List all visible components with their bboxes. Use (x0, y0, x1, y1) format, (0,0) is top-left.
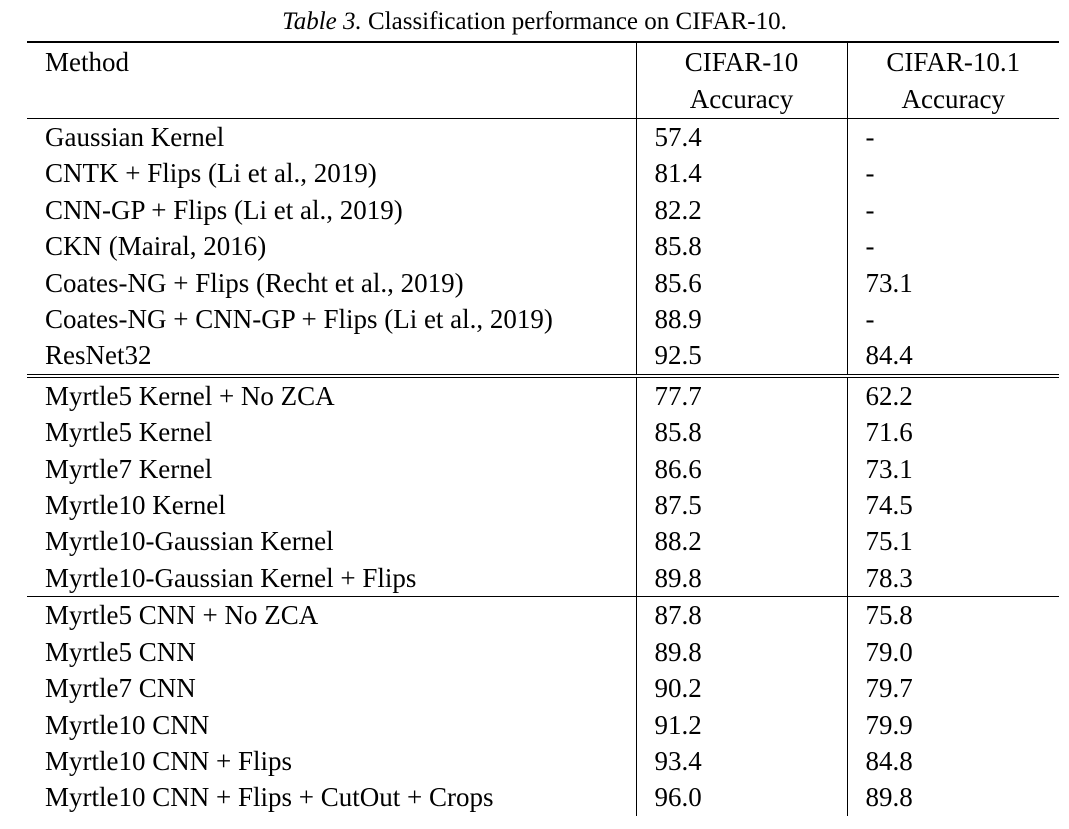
cell-cifar10-accuracy: 88.9 (635, 301, 847, 338)
table-row: Myrtle7 Kernel 86.6 73.1 (27, 450, 1059, 488)
table-row: CNTK + Flips (Li et al., 2019) 81.4- (27, 155, 1059, 192)
cell-cifar101-accuracy: - (846, 228, 1059, 265)
cell-cifar10-accuracy: 92.5 (635, 337, 847, 378)
table-row: Myrtle5 Kernel 85.8 71.6 (27, 414, 1059, 451)
table-row: Myrtle10-Gaussian Kernel + Flips 89.8 78.3 (27, 559, 1059, 598)
table-row: CNN-GP + Flips (Li et al., 2019) 82.2- (27, 191, 1059, 229)
table-row: Myrtle10 Kernel 87.5 74.5 (27, 487, 1059, 524)
cell-method: Myrtle5 CNN (45, 636, 196, 667)
cell-cifar10-accuracy: 85.8 (635, 228, 847, 265)
cell-cifar10-accuracy: 87.8 (635, 596, 847, 634)
table-row: Myrtle7 CNN 90.2 79.7 (27, 670, 1059, 707)
cell-cifar101-accuracy: - (846, 118, 1059, 156)
cell-cifar101-accuracy: 62.2 (846, 375, 1059, 415)
cell-cifar101-accuracy: 79.0 (846, 633, 1059, 671)
cell-method: Myrtle10 CNN + Flips + CutOut + Crops (45, 782, 494, 813)
results-table-container: Method CIFAR-10 CIFAR-10.1 Accuracy Accu… (27, 41, 1059, 816)
header-cifar10-line2: Accuracy (635, 81, 847, 119)
cell-cifar101-accuracy: 74.5 (846, 487, 1059, 524)
cell-cifar10-accuracy: 89.8 (635, 559, 847, 598)
table-row: Myrtle5 Kernel + No ZCA 77.7 62.2 (27, 375, 1059, 415)
cell-method: Myrtle5 Kernel (45, 417, 213, 448)
cell-cifar10-accuracy: 91.2 (635, 706, 847, 743)
cell-method: Gaussian Kernel (45, 122, 225, 152)
cell-cifar101-accuracy: 73.1 (846, 264, 1059, 302)
cell-cifar101-accuracy: 78.3 (846, 559, 1059, 598)
cell-cifar101-accuracy: 75.1 (846, 523, 1059, 560)
cell-cifar101-accuracy: 75.8 (846, 596, 1059, 634)
cell-cifar10-accuracy: 87.5 (635, 487, 847, 524)
cell-method: Myrtle10-Gaussian Kernel + Flips (27, 559, 636, 598)
table-row: Myrtle5 CNN 89.8 79.0 (27, 633, 1059, 671)
table-group-baselines: Gaussian Kernel 57.4- CNTK + Flips (Li et … (27, 118, 1059, 378)
table-row: Myrtle10-Gaussian Kernel 88.2 75.1 (27, 523, 1059, 560)
header-cifar10-line1: CIFAR-10 (635, 41, 847, 81)
cell-method: CKN (Mairal, 2016) (45, 231, 267, 262)
cell-cifar10-accuracy: 81.4 (635, 155, 847, 192)
cell-cifar101-accuracy: 71.6 (846, 414, 1059, 451)
cell-method: Myrtle5 CNN + No ZCA (45, 600, 319, 631)
cell-method: CNTK + Flips (Li et al., 2019) (45, 158, 377, 189)
cell-cifar10-accuracy: 86.6 (635, 450, 847, 488)
header-cifar101-line2: Accuracy (846, 81, 1059, 119)
cell-cifar10-accuracy: 93.4 (635, 742, 847, 780)
cell-method: Coates-NG + CNN-GP + Flips (Li et al., 2… (45, 304, 553, 335)
cell-method: Myrtle7 Kernel (45, 453, 213, 484)
cell-method: Myrtle10 Kernel (45, 490, 226, 521)
table-caption: Table 3. Classification performance on C… (0, 6, 1069, 38)
header-method-blank (27, 81, 636, 119)
header-method: Method (27, 41, 636, 81)
cell-method: Myrtle5 Kernel + No ZCA (45, 380, 335, 411)
cell-cifar10-accuracy: 96.0 (635, 779, 847, 816)
table-row: Myrtle10 CNN + Flips 93.4 84.8 (27, 742, 1059, 780)
results-table: Method CIFAR-10 CIFAR-10.1 Accuracy Accu… (27, 41, 1059, 816)
table-group-cnns: Myrtle5 CNN + No ZCA 87.8 75.8 Myrtle5 CNN 8… (27, 596, 1059, 816)
header-cifar101-line1: CIFAR-10.1 (846, 41, 1059, 81)
table-row: ResNet32 92.5 84.4 (27, 337, 1059, 378)
cell-cifar10-accuracy: 57.4 (635, 118, 847, 156)
cell-cifar101-accuracy: 84.8 (846, 742, 1059, 780)
cell-cifar10-accuracy: 88.2 (635, 523, 847, 560)
table-caption-label: Table 3. (282, 8, 362, 35)
table-row: Gaussian Kernel 57.4- (27, 118, 1059, 156)
table-row: Myrtle10 CNN + Flips + CutOut + Crops 96.… (27, 779, 1059, 816)
cell-method: Myrtle7 CNN (45, 673, 196, 704)
cell-cifar101-accuracy: 89.8 (846, 779, 1059, 816)
table-row: Coates-NG + CNN-GP + Flips (Li et al., 2… (27, 301, 1059, 338)
cell-cifar10-accuracy: 82.2 (635, 191, 847, 229)
cell-method: ResNet32 (27, 337, 636, 378)
cell-cifar101-accuracy: 79.9 (846, 706, 1059, 743)
table-row: Coates-NG + Flips (Recht et al., 2019) 85… (27, 264, 1059, 302)
cell-cifar101-accuracy: - (846, 191, 1059, 229)
table-row: Myrtle10 CNN 91.2 79.9 (27, 706, 1059, 743)
table-group-kernels: Myrtle5 Kernel + No ZCA 77.7 62.2 Myrtle5 K… (27, 375, 1059, 598)
table-row: CKN (Mairal, 2016) 85.8- (27, 228, 1059, 265)
cell-cifar10-accuracy: 85.6 (635, 264, 847, 302)
table-header: Method CIFAR-10 CIFAR-10.1 Accuracy Accu… (27, 41, 1059, 119)
cell-method: Myrtle10 CNN + Flips (45, 745, 292, 776)
table-caption-text: Classification performance on CIFAR-10. (368, 8, 787, 35)
cell-cifar101-accuracy: - (846, 301, 1059, 338)
cell-cifar10-accuracy: 85.8 (635, 414, 847, 451)
cell-cifar101-accuracy: - (846, 155, 1059, 192)
table-row: Myrtle5 CNN + No ZCA 87.8 75.8 (27, 596, 1059, 634)
cell-method: Myrtle10-Gaussian Kernel (45, 526, 334, 557)
cell-cifar10-accuracy: 77.7 (635, 375, 847, 415)
cell-method: CNN-GP + Flips (Li et al., 2019) (45, 194, 403, 225)
cell-method: Coates-NG + Flips (Recht et al., 2019) (45, 267, 464, 298)
cell-cifar101-accuracy: 79.7 (846, 670, 1059, 707)
cell-cifar101-accuracy: 84.4 (846, 337, 1059, 378)
cell-cifar101-accuracy: 73.1 (846, 450, 1059, 488)
cell-cifar10-accuracy: 89.8 (635, 633, 847, 671)
cell-cifar10-accuracy: 90.2 (635, 670, 847, 707)
cell-method: Myrtle10 CNN (45, 709, 210, 740)
